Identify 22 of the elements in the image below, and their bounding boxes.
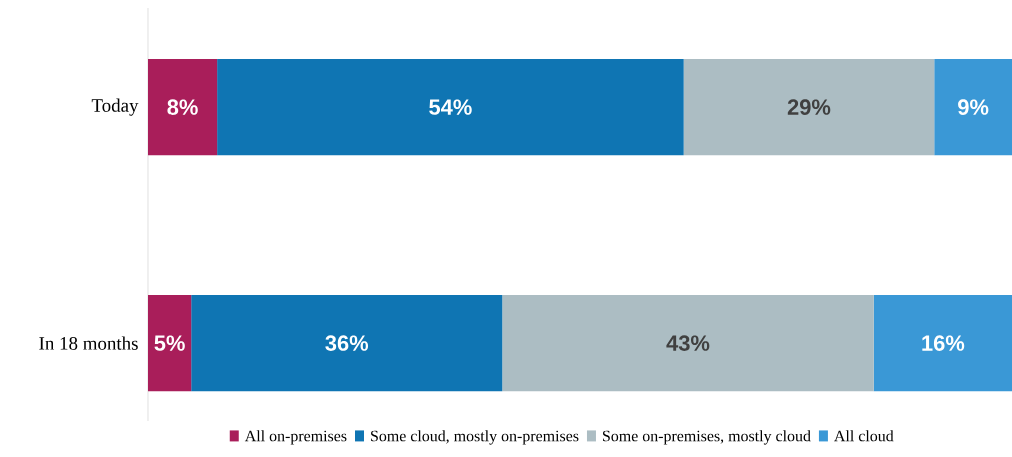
bar <box>148 59 218 156</box>
data-label: 43% <box>666 335 710 351</box>
bar <box>148 295 192 392</box>
data-label: 54% <box>429 99 472 115</box>
legend-label: All cloud <box>834 430 894 442</box>
data-label: 5% <box>154 335 185 351</box>
data-label: 36% <box>325 335 369 351</box>
bar <box>217 59 684 156</box>
bar <box>934 59 1012 156</box>
legend-label: Some on-premises, mostly cloud <box>603 430 811 445</box>
bar <box>683 59 935 156</box>
bar <box>873 295 1012 392</box>
data-label: 8% <box>167 99 198 115</box>
bar <box>502 295 874 392</box>
data-label: 29% <box>787 99 831 115</box>
y-tick-label: In 18 months <box>39 336 138 350</box>
y-tick-label: Today <box>91 98 139 116</box>
legend-label: Some cloud, mostly on-premises <box>371 430 579 445</box>
data-label: 16% <box>922 335 965 351</box>
data-label: 9% <box>958 99 989 115</box>
bar <box>191 295 503 392</box>
legend-label: All on-premises <box>244 430 347 445</box>
